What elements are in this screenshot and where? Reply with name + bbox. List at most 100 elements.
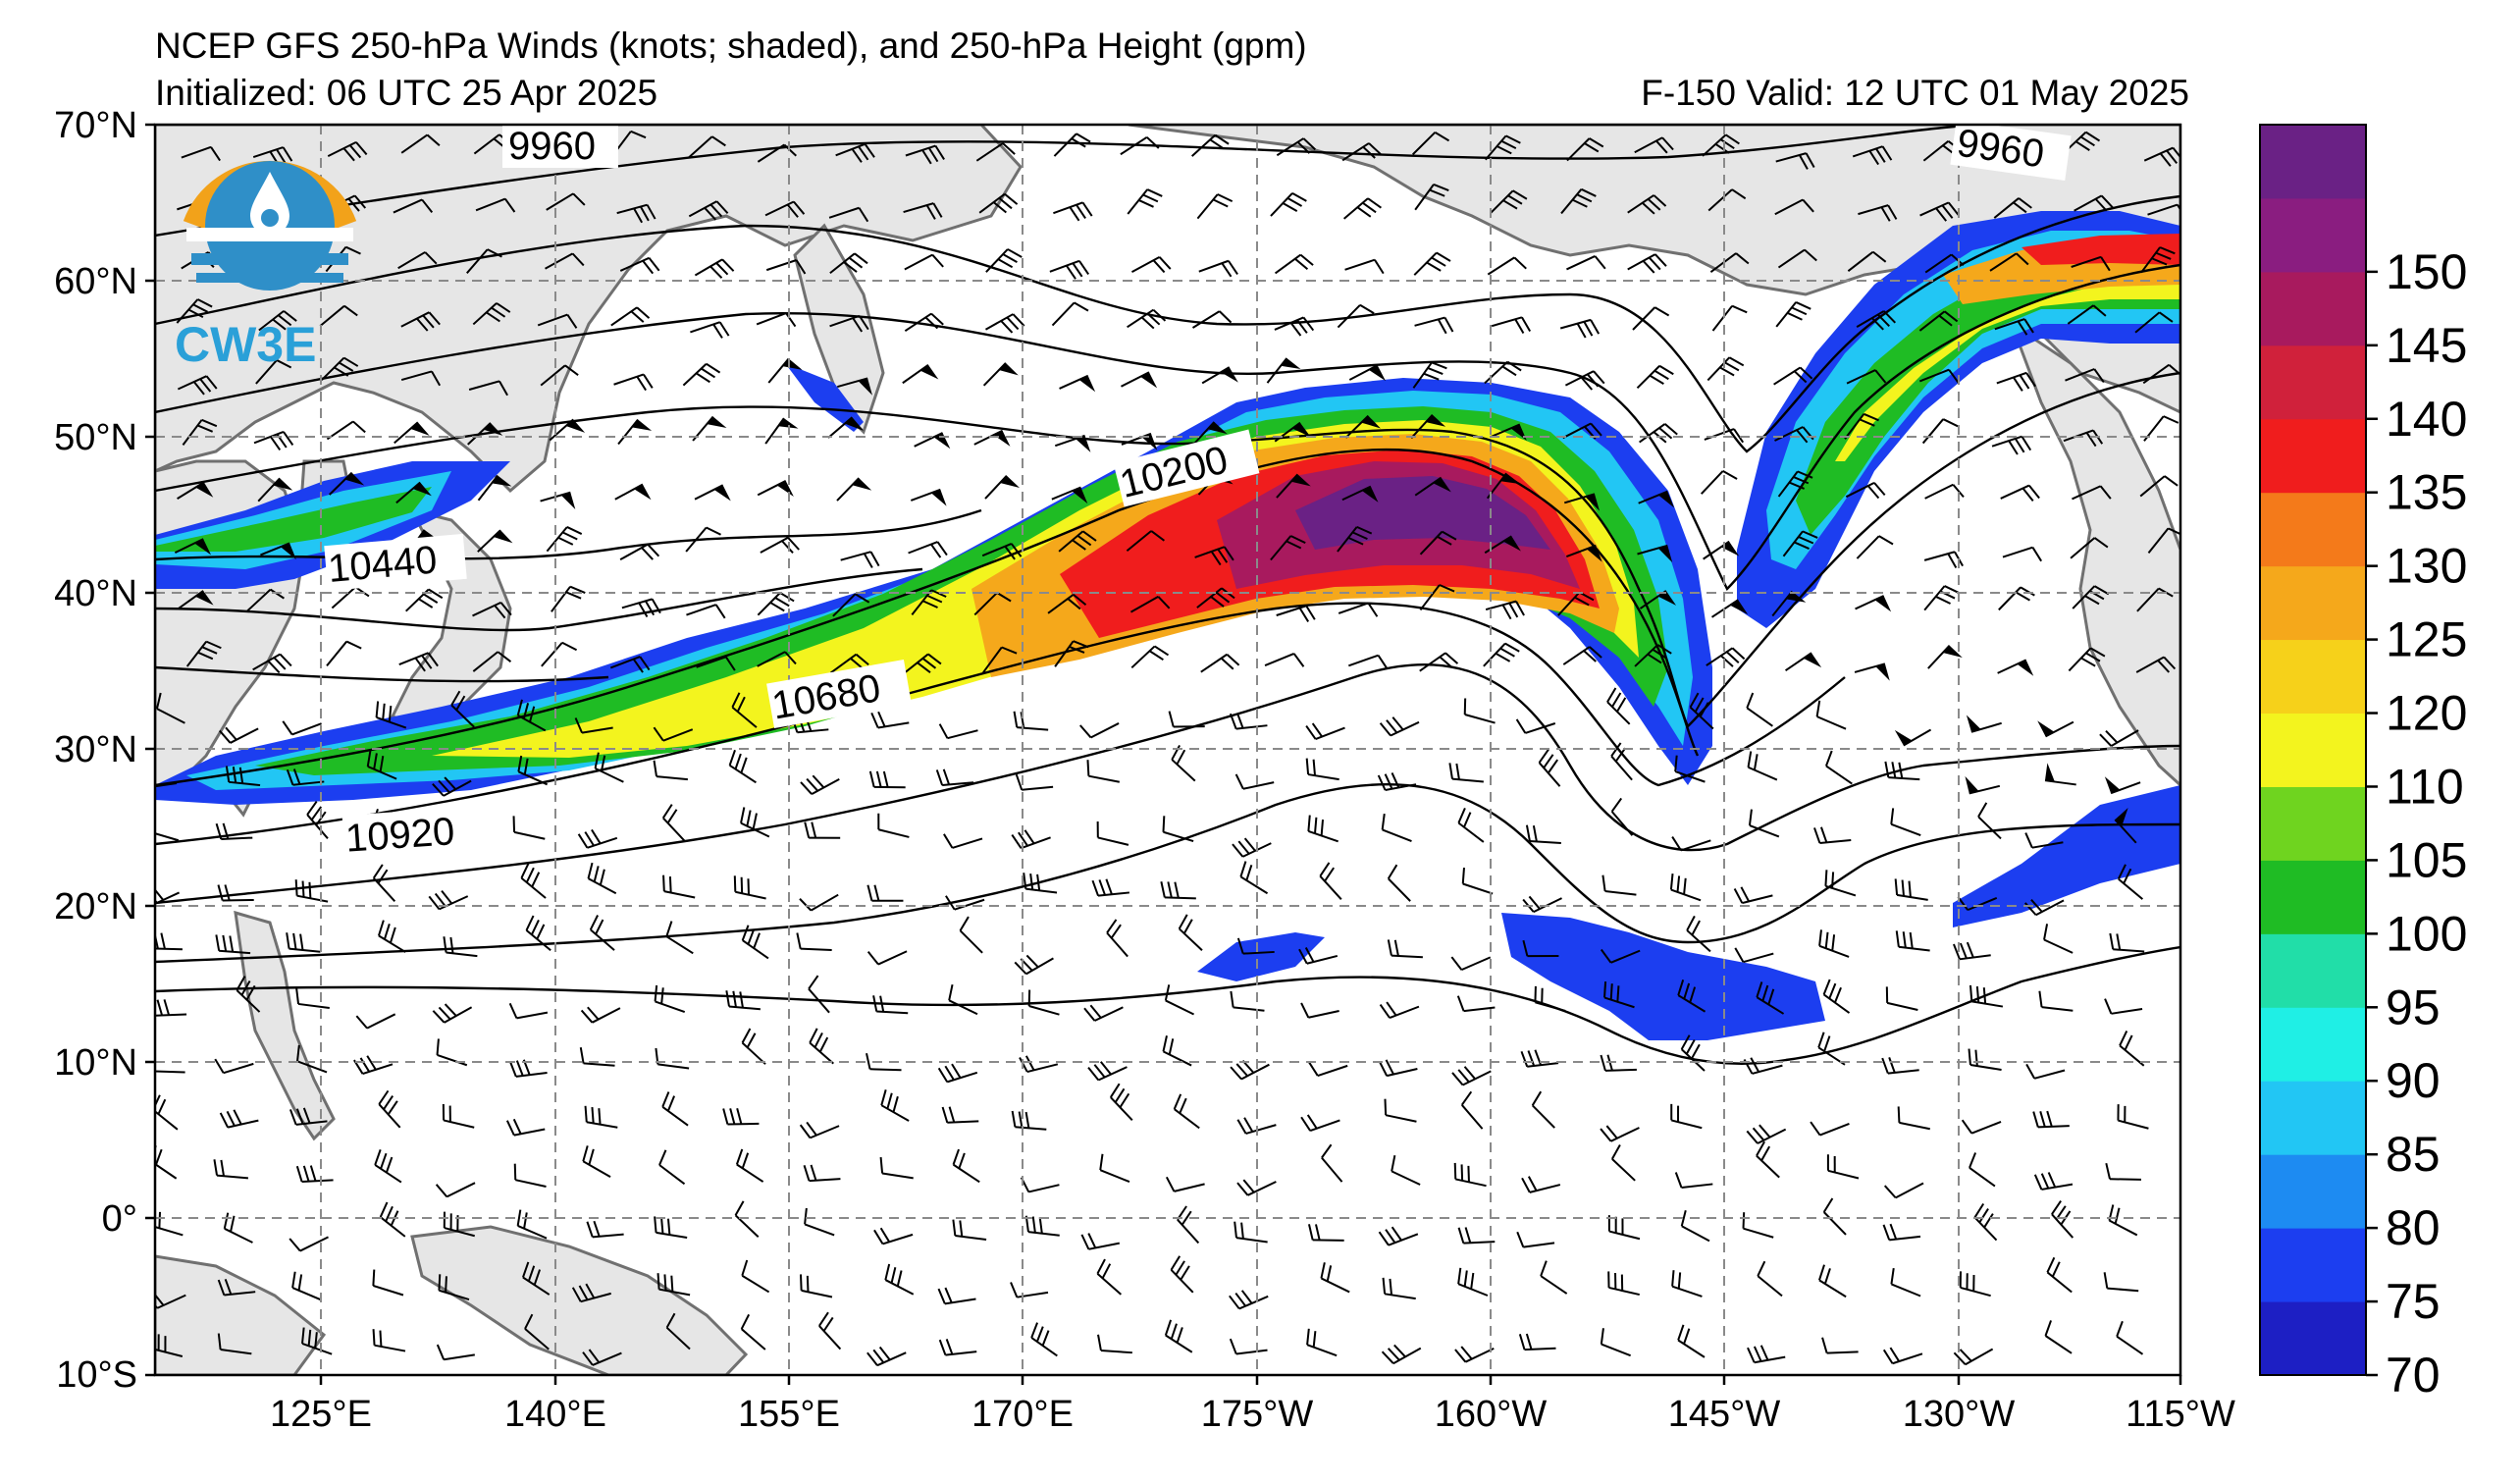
lat-axis-labels: 70°N 60°N 50°N 40°N 30°N 20°N 10°N 0° 10… [54,105,137,1396]
wind-barb [1276,473,1311,499]
wind-barb [1053,201,1093,222]
wind-barb [2067,304,2107,325]
wind-barb [764,417,799,445]
wind-barb [722,1108,760,1126]
wind-barb [1826,1154,1860,1180]
wind-barb [1344,414,1381,439]
wind-barb [2114,807,2137,844]
wind-barb [1707,188,1747,212]
wind-barb [978,192,1019,214]
wind-barb [914,432,951,450]
wind-barb [1341,485,1379,503]
wind-barb [1341,142,1382,162]
wind-barb [219,1109,259,1129]
wind-barb [580,1006,621,1024]
wind-barb [1680,1034,1706,1072]
lat-lon-gridlines [155,125,2180,1375]
wind-barb [217,884,254,902]
wind-barb [2038,990,2074,1012]
wind-barb [872,995,909,1015]
wind-barb [296,1044,328,1074]
wind-barb [1856,310,1897,331]
lat-label-40n: 40°N [54,573,137,614]
wind-barb [1162,816,1194,843]
wind-barb [686,604,726,619]
wind-barb [1565,544,1602,562]
wind-barb [1307,815,1339,843]
wind-barb [378,1089,401,1129]
wind-barb [837,377,872,396]
wind-barb [1027,989,1060,1016]
wind-barb [1121,432,1158,450]
wind-barb [870,711,910,729]
wind-barb [546,192,586,211]
wind-barb [1229,713,1268,730]
wind-barb [1757,1260,1783,1298]
wind-barb [1747,1345,1786,1364]
wind-barb [1704,428,1745,444]
valid-label: F-150 Valid: 12 UTC 01 May 2025 [1641,73,2189,113]
wind-barb [432,776,472,797]
wind-barb [2046,1256,2073,1294]
lon-label-125e: 125°E [270,1394,372,1435]
lat-label-0: 0° [102,1198,137,1240]
wind-barb [223,1212,253,1244]
wind-barb [435,1182,476,1198]
wind-barb [1734,947,1774,964]
wind-barb [2119,1031,2145,1067]
wind-barb [472,302,511,326]
wind-barb [1563,493,1601,511]
wind-barb [2143,146,2180,167]
wind-barb [1387,864,1411,902]
colorbar-tick-label: 125 [2386,612,2467,667]
wind-barb [1011,829,1051,850]
wind-barb [181,145,221,162]
wind-barb [155,781,178,788]
wind-barb [1746,692,1773,727]
wind-barb [1308,1061,1348,1078]
wind-barb [436,1344,475,1361]
wind-barb [1884,761,1920,781]
wind-barb [1638,490,1675,508]
wind-barb [2105,1162,2142,1181]
wind-barb [1918,368,1960,384]
wind-barb [252,653,292,674]
wind-barb [1164,984,1194,1016]
wind-barb [945,895,985,911]
wind-barb [1670,1103,1703,1130]
wind-barb [731,692,758,728]
wind-barb [1378,1059,1418,1078]
wind-barb [696,656,736,671]
wind-barb [1756,981,1785,1015]
wind-barb [1411,131,1450,156]
wind-barb [2033,1172,2074,1191]
wind-barb [1810,1121,1850,1137]
wind-barb [1894,728,1932,747]
wind-barb [1382,1277,1416,1300]
wind-barb [808,975,830,1014]
wind-barb [372,1269,404,1297]
wind-barb [2139,475,2179,498]
wind-barb [1531,1090,1555,1129]
wind-barb [1706,356,1745,382]
wind-barb [1518,1333,1556,1351]
wind-barb [1677,1324,1706,1358]
wind-barb [1234,773,1275,790]
wind-barb [294,879,329,903]
map-title: NCEP GFS 250-hPa Winds (knots; shaded), … [155,26,1307,66]
wind-barb [902,363,939,385]
wind-barb [2024,832,2064,849]
wind-barb [653,760,688,781]
wind-barb [728,749,757,784]
wind-barb [1270,191,1307,217]
wind-barb [472,601,512,619]
wind-barb [289,1107,328,1126]
wind-barb [520,863,547,899]
wind-barb [517,755,549,786]
lon-label-130w: 130°W [1903,1394,2016,1435]
wind-barb [1822,979,1851,1014]
wind-barb [1777,470,1813,498]
wind-barb [2134,311,2174,334]
wind-barb [1566,255,1606,271]
wind-barb [2147,203,2180,216]
